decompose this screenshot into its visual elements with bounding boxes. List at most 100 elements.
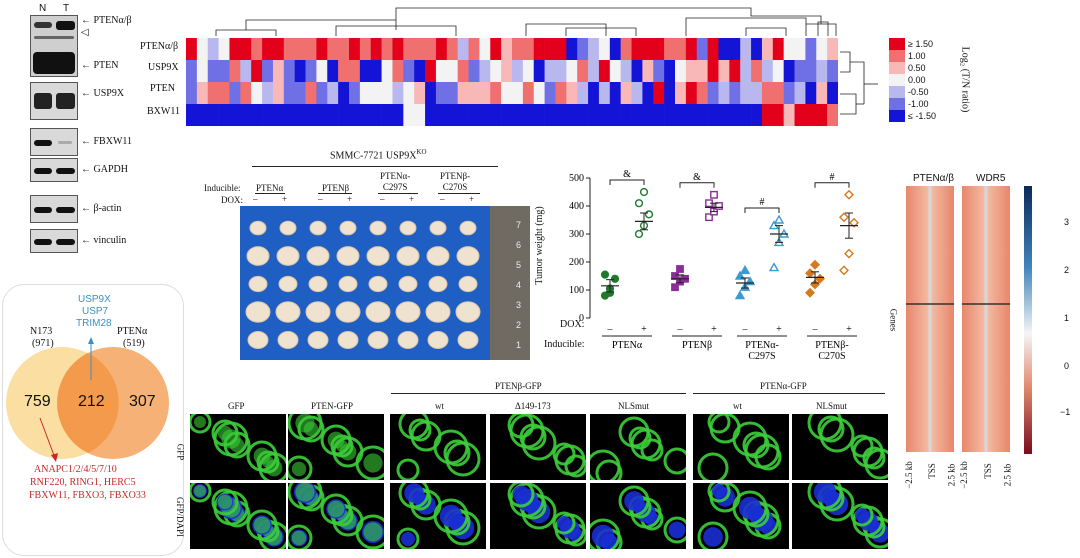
legend-label: ≥ 1.50: [908, 39, 933, 49]
column-label: wt: [435, 401, 444, 411]
heatmap-cell: [305, 82, 317, 104]
dox-mark: +: [347, 194, 353, 204]
heatmap-cell: [729, 60, 741, 82]
heatmap-cell: [490, 104, 502, 126]
venn-left-count: 759: [24, 393, 51, 410]
data-point: [600, 270, 610, 279]
tumor-sample: [456, 246, 480, 266]
data-point: [634, 199, 644, 208]
heatmap-cell: [729, 38, 741, 60]
venn-left-title: N173: [30, 326, 53, 337]
heatmap-row-label: USP9X: [148, 62, 179, 73]
heatmap-cell: [381, 82, 393, 104]
heatmap-cell: [435, 104, 448, 126]
chip-x-tick: 2.5 kb: [1002, 463, 1013, 487]
heatmap-cell: [446, 104, 458, 126]
significance-mark: #: [830, 172, 835, 183]
heatmap-cell: [675, 104, 687, 126]
left-gene-line: ANAPC1/2/4/5/7/10: [34, 464, 117, 475]
heatmap-cell: [240, 82, 252, 104]
heatmap-cell: [609, 60, 621, 82]
heatmap-cell: [609, 104, 621, 126]
blot-panel-fbxw11: [30, 128, 78, 156]
tumor-sample: [399, 220, 417, 236]
heatmap-cell: [805, 38, 817, 60]
heatmap-cell: [414, 104, 426, 126]
heatmap-cell: [533, 60, 545, 82]
heatmap-cell: [598, 60, 611, 82]
tumor-sample: [248, 275, 268, 293]
data-point: [839, 265, 849, 276]
heatmap-cell: [305, 60, 317, 82]
dox-mark: +: [641, 324, 647, 335]
heatmap-cell: [827, 104, 838, 126]
dox-mark: –: [318, 194, 323, 204]
overlap-gene: USP9X: [78, 294, 111, 305]
column-label: Δ149-173: [515, 401, 551, 411]
tumor-sample: [398, 275, 418, 293]
heatmap-cell: [827, 38, 838, 60]
dox-mark: –: [812, 324, 819, 335]
heatmap-cell: [370, 38, 382, 60]
heatmap-cell: [283, 38, 295, 60]
heatmap-row-dendrogram: [840, 51, 878, 115]
heatmap-cell: [435, 60, 448, 82]
heatmap-cell: [620, 38, 632, 60]
lane-label-t: T: [63, 3, 70, 14]
heatmap-cell: [262, 104, 274, 126]
overlap-gene: USP7: [82, 306, 109, 317]
heatmap-cell: [468, 60, 480, 82]
data-point: [734, 270, 746, 280]
significance-bracket: [609, 179, 645, 185]
heatmap-cell: [446, 38, 458, 60]
data-point: [671, 283, 679, 292]
tumor-sample: [338, 275, 358, 293]
group-label: PTENα: [612, 340, 643, 351]
heatmap-cell: [403, 38, 415, 60]
photo-group-label: PTENα: [256, 183, 284, 193]
heatmap-cell: [816, 104, 828, 126]
heatmap-cell: [761, 104, 774, 126]
heatmap-cell: [272, 82, 285, 104]
heatmap-cell: [751, 82, 763, 104]
legend-label: -0.50: [908, 87, 929, 97]
heatmap-cell: [392, 38, 404, 60]
heatmap-cell: [457, 38, 469, 60]
heatmap-cell: [598, 104, 611, 126]
heatmap-cell: [522, 104, 535, 126]
heatmap-cell: [414, 82, 426, 104]
tumor-sample: [339, 220, 357, 236]
left-gene-line: RNF220, RING1, HERC5: [30, 477, 136, 488]
blot-label-usp9x: ← USP9X: [81, 88, 125, 99]
heatmap-cell: [642, 82, 654, 104]
heatmap-cell: [316, 82, 328, 104]
heatmap-cell: [544, 104, 556, 126]
heatmap-cell: [642, 104, 654, 126]
heatmap-cell: [425, 82, 437, 104]
data-point: [773, 214, 785, 224]
column-label: NLSmut: [618, 401, 650, 411]
legend-axis-title: Log₂ (T/N ratio): [959, 46, 971, 113]
photo-group-label: PTENα- C297S: [380, 171, 411, 192]
heatmap-cell: [696, 60, 708, 82]
tumor-sample: [427, 331, 449, 349]
chart-dox-label: DOX:: [560, 319, 585, 330]
heatmap-cell: [544, 60, 556, 82]
tumor-sample: [368, 275, 388, 293]
heatmap-cell: [490, 60, 502, 82]
micrograph: [288, 414, 384, 480]
heatmap-cell: [457, 104, 469, 126]
dox-mark: +: [469, 194, 475, 204]
heatmap-cell: [631, 104, 643, 126]
heatmap-cell: [186, 60, 198, 82]
y-tick-label: 200: [569, 257, 584, 268]
heatmap-cell: [381, 38, 393, 60]
chip-panel: [962, 186, 1010, 452]
heatmap-cell: [272, 60, 285, 82]
tumor-sample: [278, 275, 298, 293]
left-gene-line: FBXW11, FBXO3, FBXO33: [29, 490, 146, 501]
row-label: GFP/DAPI: [175, 496, 186, 538]
ruler-tick: 6: [516, 240, 522, 250]
heatmap-cell: [218, 38, 230, 60]
heatmap-cell: [696, 38, 708, 60]
